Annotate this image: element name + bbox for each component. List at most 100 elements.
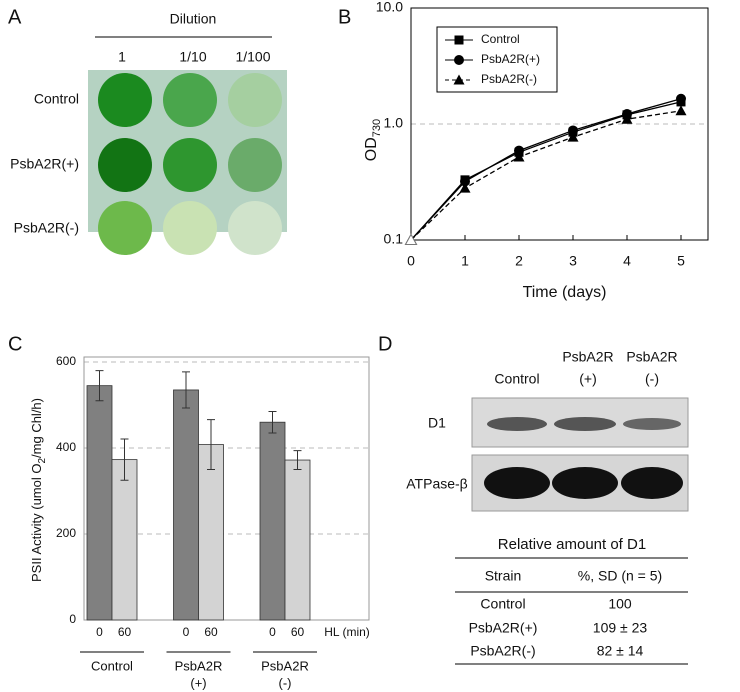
lane-label: PsbA2R [626,349,677,365]
panel-label: A [8,6,22,28]
y-axis-label-sub: 730 [371,119,383,137]
series-label: 60 [118,625,132,639]
y-axis-label: OD730 [363,119,383,161]
marker [621,113,633,124]
spot [228,138,282,192]
error-bar [207,419,215,470]
plot-frame [410,7,709,241]
x-tick-label: 2 [515,253,523,269]
table-cell: 100 [608,596,632,612]
x-tick-label: 3 [569,253,577,269]
bar [284,459,311,621]
marker [675,105,687,116]
series-label: 0 [96,625,103,639]
marker [460,176,470,187]
marker [459,182,471,193]
band [554,417,616,431]
x-note: HL (min) [324,625,370,639]
table-cell: 109 ± 23 [593,620,648,636]
row-label: PsbA2R(+) [10,156,79,172]
spots [98,73,282,255]
band [484,467,550,499]
table-cell: PsbA2R(+) [469,620,538,636]
y-tick-label: 1.0 [384,115,404,131]
dilution-header: Dilution [170,11,217,27]
error-bar [268,410,277,434]
panel-label: D [378,333,392,355]
spot [163,138,217,192]
error-bar [95,370,104,402]
legend-marker [454,55,464,65]
y-tick-label: 10.0 [376,0,403,15]
x-category-label: Control [91,658,133,673]
error-bar [182,371,190,409]
row-label: Control [34,91,79,107]
plot-frame [83,356,370,621]
error-bar [120,438,129,481]
table-header: Strain [485,568,522,584]
series-line [410,110,682,241]
y-axis-label: PSII Activity (umol O2/mg Chl/h) [29,398,47,582]
legend-marker [454,35,464,45]
legend-label: PsbA2R(-) [481,72,537,86]
table-cell: Control [480,596,525,612]
legend-label: PsbA2R(+) [481,52,540,66]
lane-label: Control [494,371,539,387]
spot [98,73,152,127]
error-bar [293,450,302,470]
bar [173,389,199,621]
series-line [410,98,682,241]
bar [198,444,224,621]
blot-label: ATPase-β [406,476,467,492]
x-category-label: PsbA2R [175,658,223,673]
marker [514,145,524,156]
lane-label: (+) [579,371,597,387]
series-label: 60 [291,625,305,639]
column-label: 1/10 [179,49,206,65]
y-tick-label: 400 [56,440,76,454]
panel-label: C [8,333,22,355]
y-axis-label-part: /mg Chl/h) [29,398,44,458]
bar [86,385,113,621]
x-category-label: (+) [190,675,206,690]
spot [228,73,282,127]
band [487,417,547,431]
marker [513,151,525,162]
marker [404,233,418,245]
y-tick-label: 0.1 [384,231,404,247]
y-tick-label: 600 [56,354,76,368]
series-label: 0 [183,625,190,639]
table-header: %, SD (n = 5) [578,568,662,584]
series-label: 60 [204,625,218,639]
band [621,467,683,499]
x-tick-label: 5 [677,253,685,269]
bar [111,459,138,621]
x-tick-label: 4 [623,253,631,269]
column-label: 1/100 [235,49,270,65]
y-axis-label-part: 2 [37,458,48,464]
spot [98,201,152,255]
legend-marker [453,74,465,85]
spot [228,201,282,255]
table-cell: 82 ± 14 [597,643,644,659]
y-axis-label-main: OD [363,137,380,161]
spot [163,73,217,127]
x-axis-label: Time (days) [523,284,607,301]
marker [676,93,686,104]
table-title: Relative amount of D1 [498,536,646,553]
blot-label: D1 [428,415,446,431]
table-cell: PsbA2R(-) [470,643,535,659]
band [552,467,618,499]
marker [568,125,578,136]
spot [163,201,217,255]
series-label: 0 [269,625,276,639]
x-tick-label: 1 [461,253,469,269]
legend-label: Control [481,32,520,46]
y-tick-label: 0 [69,612,76,626]
column-label: 1 [118,49,126,65]
x-tick-label: 0 [407,253,415,269]
panel-label: B [338,6,351,28]
lane-label: (-) [645,371,659,387]
spot [98,138,152,192]
